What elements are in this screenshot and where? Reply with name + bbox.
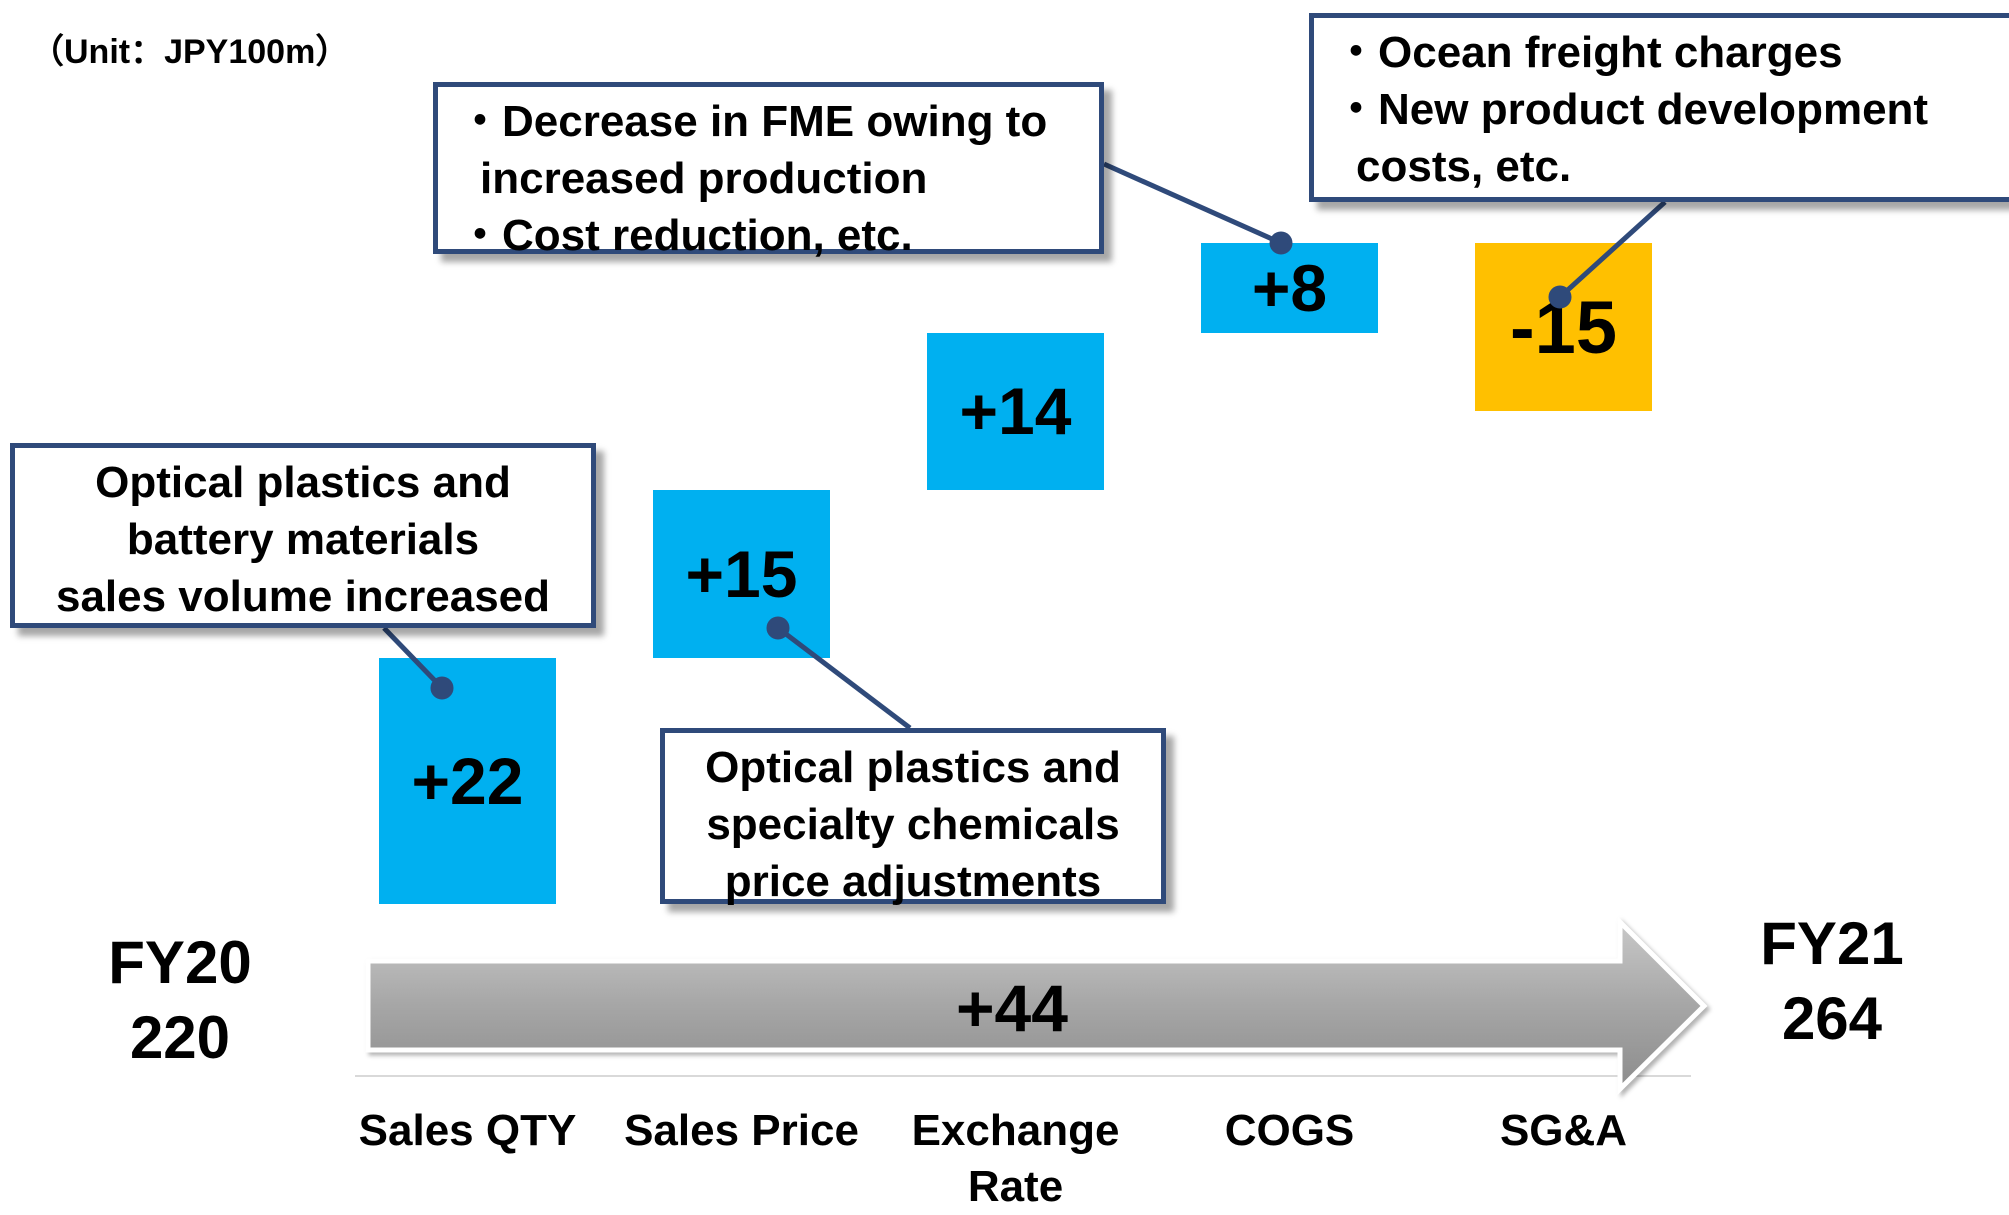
bar: +22	[379, 657, 556, 904]
callout-line: ・Ocean freight charges	[1334, 28, 1843, 77]
connectors	[382, 161, 1667, 730]
callout-line: Optical plastics and	[95, 458, 511, 507]
callout-line: ・Decrease in FME owing to	[458, 97, 1048, 146]
callout: Optical plastics and specialty chemicals p…	[660, 728, 1166, 906]
x-tick-label: Exchange Rate	[911, 1106, 1120, 1211]
bar: -15	[1475, 243, 1652, 412]
callout: Optical plastics and battery materials sal…	[10, 443, 596, 628]
x-tick-label: Sales QTY	[358, 1106, 577, 1155]
callout-line: sales volume increased	[55, 572, 551, 621]
callout-line: specialty chemicals	[706, 800, 1120, 849]
start-value: 220	[129, 1004, 231, 1071]
end-value: 264	[1781, 985, 1883, 1052]
value-label: +15	[685, 536, 798, 611]
total-arrow	[365, 915, 1708, 1095]
callout: ・Ocean freight charges ・New product devel…	[1309, 13, 2009, 202]
x-tick-label: Sales Price	[624, 1106, 859, 1155]
callout-line: ・Cost reduction, etc.	[458, 211, 913, 260]
x-tick-label: SG&A	[1499, 1106, 1628, 1155]
value-label: +22	[411, 743, 524, 818]
bar: +15	[653, 489, 830, 658]
value-label: +14	[959, 374, 1072, 449]
unit-label: （Unit：JPY100m）	[30, 33, 350, 71]
end-label: FY21	[1760, 910, 1904, 977]
callout-line: price adjustments	[724, 857, 1102, 906]
bar: +14	[927, 332, 1104, 490]
callout: ・Decrease in FME owing to increased produ…	[433, 82, 1104, 260]
callout-line: battery materials	[126, 515, 480, 564]
callout-line: ・New product development	[1334, 85, 1929, 134]
callout-line: Optical plastics and	[705, 743, 1121, 792]
bar: +8	[1201, 243, 1378, 333]
value-label: +8	[1251, 250, 1328, 325]
total-change: +44	[956, 971, 1068, 1045]
callout-line: increased production	[480, 154, 928, 203]
x-tick-label: COGS	[1224, 1106, 1355, 1155]
callout-line: costs, etc.	[1356, 142, 1572, 191]
start-label: FY20	[108, 929, 252, 996]
